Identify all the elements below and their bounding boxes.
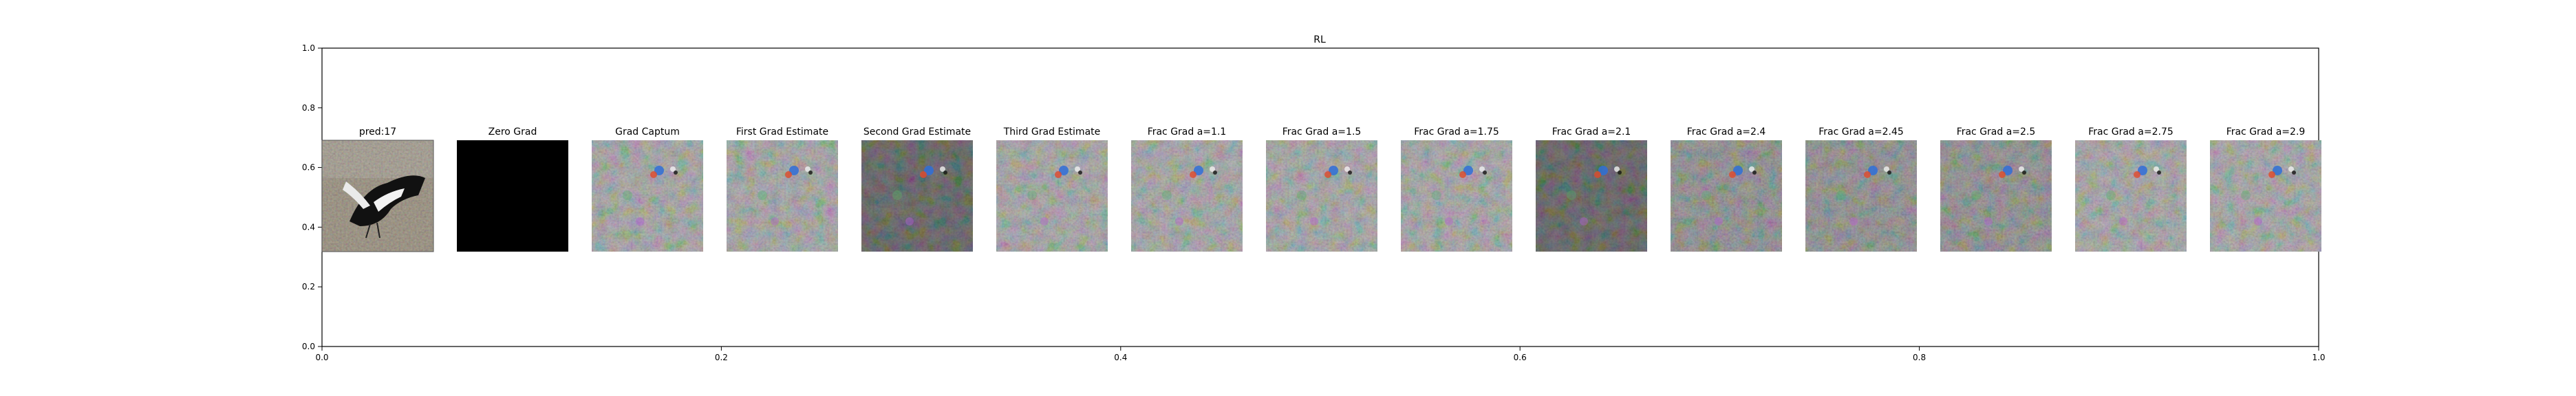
gradient-map-image (996, 140, 1108, 252)
x-tick-label: 0.4 (1114, 353, 1127, 362)
panel-title: First Grad Estimate (736, 126, 828, 138)
gradient-map-image (1940, 140, 2052, 252)
panel-title: Frac Grad a=2.9 (2226, 126, 2306, 138)
panel: Frac Grad a=2.5 (1940, 126, 2052, 252)
panel-title: Second Grad Estimate (863, 126, 971, 138)
panel-title: Frac Grad a=1.75 (1414, 126, 1499, 138)
gradient-map-image (2075, 140, 2187, 252)
y-tick-label: 0.6 (302, 163, 315, 173)
gradient-map-image (727, 140, 838, 252)
panel-title: Grad Captum (615, 126, 680, 138)
panel-title: Frac Grad a=2.4 (1687, 126, 1766, 138)
y-tick-label: 0.8 (302, 103, 315, 113)
panel: Frac Grad a=2.75 (2075, 126, 2187, 252)
panel-title: Frac Grad a=2.45 (1818, 126, 1904, 138)
panel-row: pred:17 Zero Grad Grad Captum First Grad Es… (321, 126, 2321, 252)
x-tick-label: 0.6 (1514, 353, 1527, 362)
panel: Frac Grad a=2.4 (1671, 126, 1782, 252)
gradient-map-image (1671, 140, 1782, 252)
panel-title: Frac Grad a=1.1 (1148, 126, 1227, 138)
gradient-map-image (592, 140, 703, 252)
panel-title: Frac Grad a=2.1 (1552, 126, 1631, 138)
panel: Frac Grad a=2.1 (1536, 126, 1647, 252)
x-tick-label: 0.2 (715, 353, 728, 362)
panel: Second Grad Estimate (861, 126, 973, 252)
y-tick-label: 0.0 (302, 342, 315, 351)
panel: Frac Grad a=2.9 (2210, 126, 2321, 252)
panel: Third Grad Estimate (996, 126, 1108, 252)
figure-title: RL (1313, 34, 1326, 45)
y-axis: 0.0 0.2 0.4 0.6 0.8 1.0 (302, 43, 322, 351)
x-tick-label: 0.0 (315, 353, 328, 362)
y-tick-label: 1.0 (302, 43, 315, 53)
x-axis: 0.0 0.2 0.4 0.6 0.8 1.0 (315, 346, 2326, 362)
panel: Frac Grad a=1.5 (1266, 126, 1377, 252)
panel: Frac Grad a=1.75 (1401, 126, 1512, 252)
gradient-map-image (1805, 140, 1917, 252)
panel: First Grad Estimate (727, 126, 838, 252)
panel: Zero Grad (457, 126, 568, 252)
x-tick-label: 0.8 (1913, 353, 1926, 362)
bird-photo-image (321, 140, 434, 252)
gradient-map-image (1401, 140, 1512, 252)
panel-title: pred:17 (359, 126, 396, 138)
panel-title: Frac Grad a=2.5 (1957, 126, 2036, 138)
panel: Grad Captum (592, 126, 703, 252)
panel-title: Frac Grad a=2.75 (2088, 126, 2174, 138)
gradient-map-image (1266, 140, 1377, 252)
gradient-map-image (2210, 140, 2321, 252)
panel-title: Frac Grad a=1.5 (1282, 126, 1362, 138)
gradient-map-image (1536, 140, 1647, 252)
panel-title: Zero Grad (489, 126, 537, 138)
gradient-map-image (1131, 140, 1243, 252)
y-tick-label: 0.2 (302, 282, 315, 292)
panel: Frac Grad a=2.45 (1805, 126, 1917, 252)
panel: pred:17 (321, 126, 434, 252)
panel-title: Third Grad Estimate (1003, 126, 1101, 138)
zero-grad-image (457, 140, 568, 252)
panel: Frac Grad a=1.1 (1131, 126, 1243, 252)
x-tick-label: 1.0 (2312, 353, 2325, 362)
gradient-map-image (861, 140, 973, 252)
y-tick-label: 0.4 (302, 222, 315, 232)
